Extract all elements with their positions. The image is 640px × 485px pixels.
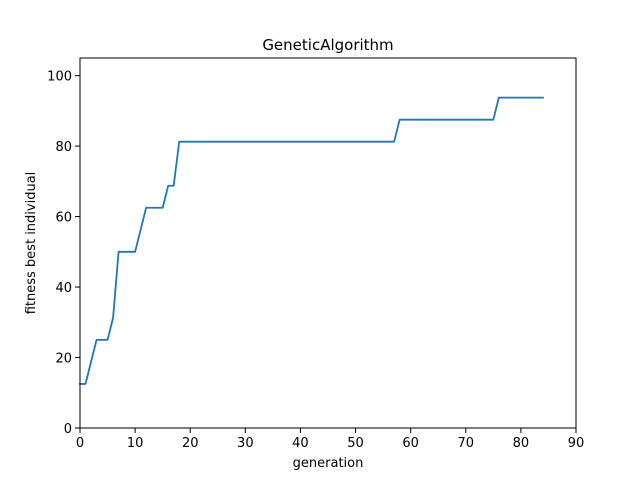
series-line	[79, 96, 544, 385]
y-tick-label: 80	[55, 140, 72, 155]
y-tick-label: 20	[55, 352, 72, 367]
x-tick-label: 0	[76, 436, 84, 451]
chart-title: GeneticAlgorithm	[262, 36, 393, 54]
x-tick-label: 20	[182, 436, 199, 451]
x-tick-label: 30	[237, 436, 254, 451]
x-tick-label: 90	[568, 436, 585, 451]
x-tick-label: 40	[292, 436, 309, 451]
y-tick-label: 60	[55, 211, 72, 226]
y-tick-label: 100	[47, 70, 72, 85]
x-tick-label: 50	[347, 436, 364, 451]
y-axis-label: fitness best individual	[24, 172, 39, 315]
x-tick-label: 10	[127, 436, 144, 451]
x-tick-label: 80	[513, 436, 530, 451]
y-tick-label: 0	[64, 422, 72, 437]
y-tick-label: 40	[55, 281, 72, 296]
x-tick-label: 70	[458, 436, 475, 451]
x-axis-label: generation	[293, 456, 364, 471]
x-tick-label: 60	[402, 436, 419, 451]
plot-frame	[79, 57, 577, 429]
